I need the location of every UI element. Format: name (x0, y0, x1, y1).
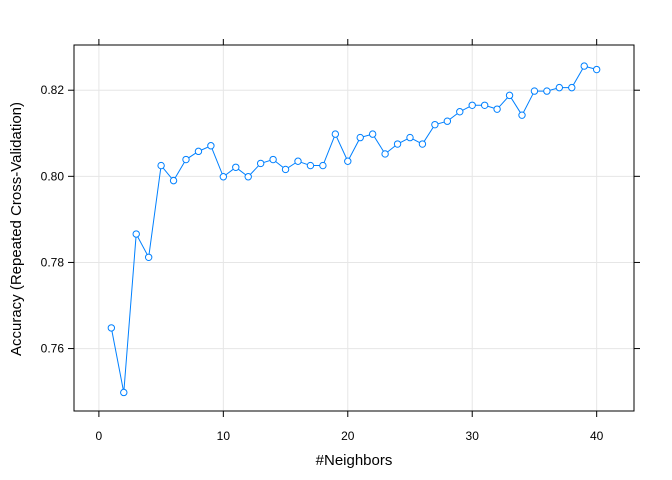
data-point (368, 130, 377, 138)
x-tick-label: 40 (590, 429, 604, 443)
data-point (431, 120, 439, 129)
data-point (555, 83, 564, 92)
series-accuracy (107, 62, 601, 397)
data-point (107, 324, 116, 332)
grid-lines (74, 45, 634, 411)
data-point (592, 65, 601, 74)
x-tick-label: 30 (466, 429, 480, 443)
data-point (530, 87, 539, 95)
data-point (182, 155, 190, 164)
data-point (468, 101, 476, 109)
data-point (331, 130, 340, 138)
data-point (256, 159, 265, 168)
data-point (219, 173, 228, 181)
data-point (244, 173, 252, 181)
data-point (169, 176, 178, 185)
data-point (294, 157, 302, 165)
data-point (580, 62, 588, 70)
data-point (480, 101, 489, 109)
data-point (120, 388, 128, 397)
data-point (418, 140, 427, 148)
data-point (568, 83, 576, 92)
x-tick-label: 10 (217, 429, 231, 443)
y-tick-label: 0.76 (41, 342, 65, 356)
data-point (393, 140, 402, 148)
data-point (269, 155, 277, 164)
y-tick-label: 0.82 (41, 83, 65, 97)
x-axis-title: #Neighbors (316, 452, 393, 469)
data-point (306, 161, 315, 170)
data-point (518, 111, 526, 119)
data-point (505, 91, 514, 100)
data-point (543, 87, 551, 95)
y-tick-label: 0.78 (41, 255, 65, 269)
data-point (319, 161, 327, 170)
data-point (157, 161, 165, 170)
data-point (144, 253, 153, 261)
x-tick-label: 0 (96, 429, 103, 443)
data-point (207, 142, 215, 150)
y-tick-label: 0.80 (41, 169, 65, 183)
data-point (356, 133, 364, 142)
data-point (443, 117, 452, 125)
data-point (281, 165, 290, 174)
data-point (406, 133, 414, 142)
data-point (194, 147, 203, 156)
axis-ticks: 0 10 20 30 40 0.76 0.78 0.80 0.82 (41, 39, 640, 443)
data-point (344, 157, 352, 165)
data-point (381, 150, 389, 158)
plot-frame (73, 44, 635, 412)
y-axis-title: Accuracy (Repeated Cross-Validation) (8, 102, 25, 356)
data-point (456, 108, 464, 116)
data-point (493, 105, 501, 113)
series-line (110, 65, 597, 393)
data-point (132, 230, 140, 238)
x-tick-label: 20 (341, 429, 355, 443)
data-point (232, 163, 240, 171)
